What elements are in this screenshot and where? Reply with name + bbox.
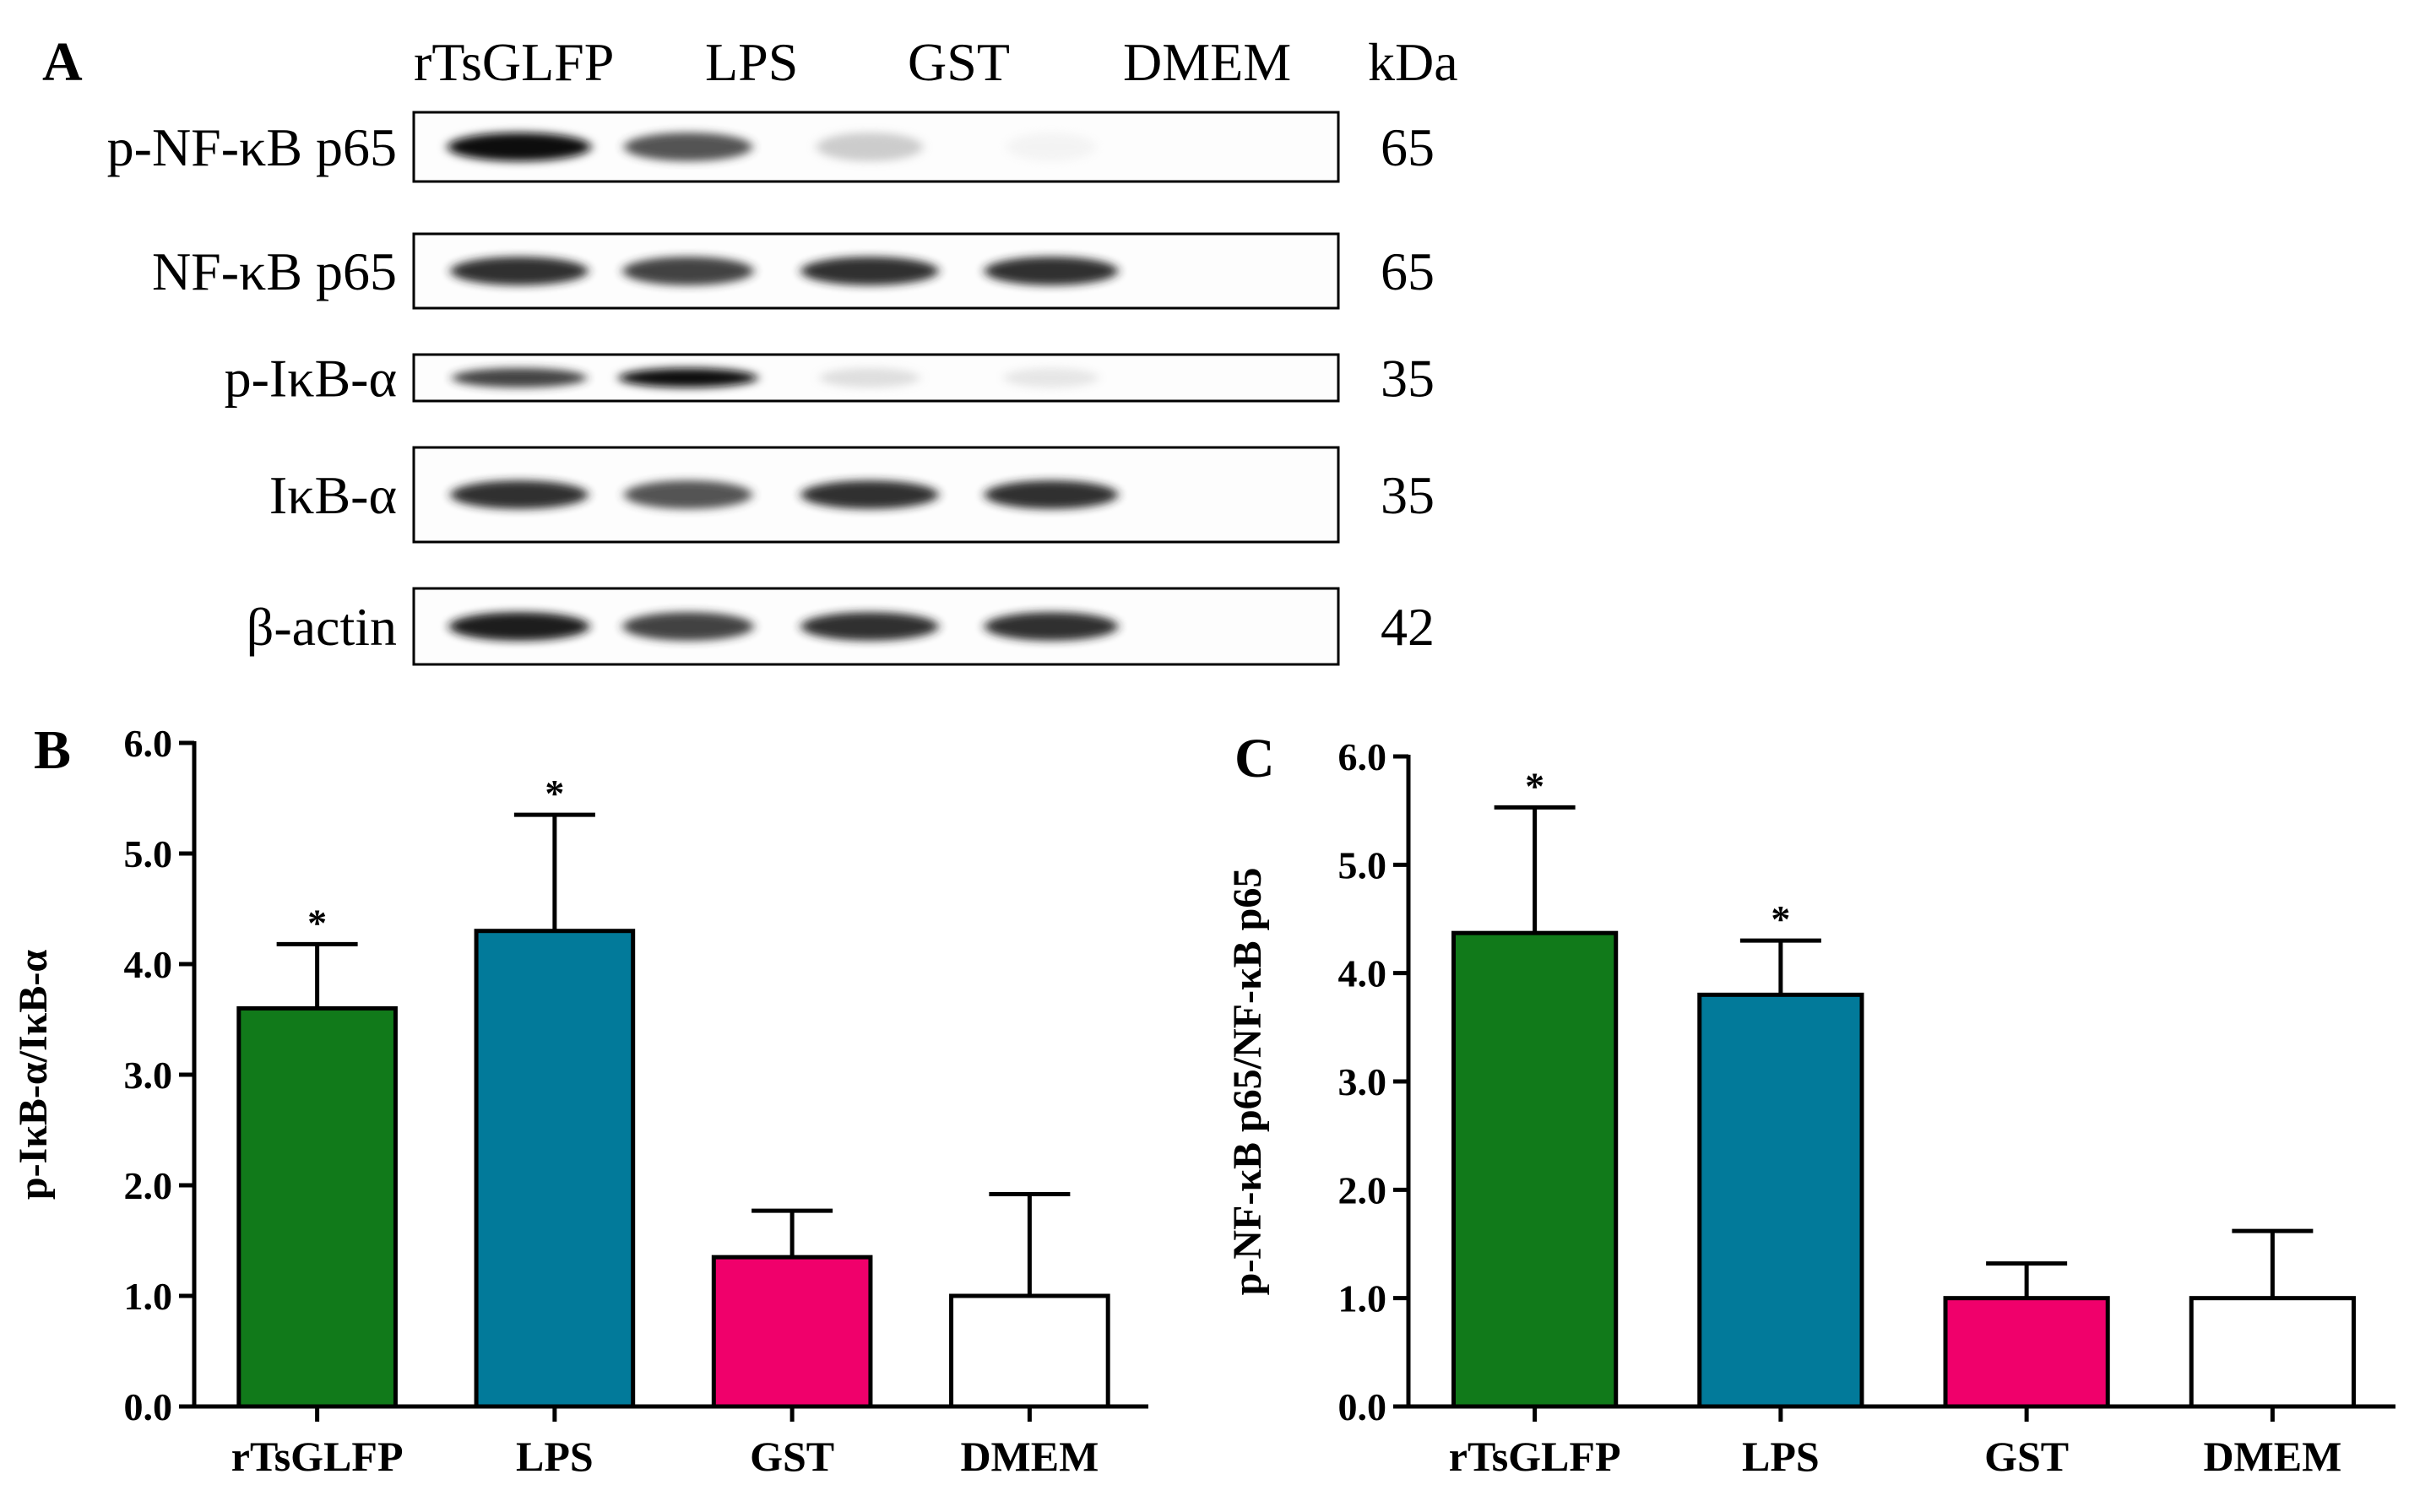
y-tick-label: 4.0 <box>124 943 173 986</box>
blot-label: IκB-α <box>269 465 397 525</box>
blot-label: p-IκB-α <box>225 349 397 409</box>
bar-group-lps: * LPS <box>474 772 636 1480</box>
y-tick-label: 5.0 <box>124 832 173 875</box>
chart-c-plot: 0.0 1.0 2.0 3.0 4.0 5.0 6.0 p-NF-κB p65/NF-κB p… <box>1225 735 2395 1480</box>
blot-band <box>817 133 923 161</box>
bar-gst <box>1943 1296 2110 1409</box>
blot-label: p-NF-κB p65 <box>107 117 397 177</box>
y-tick-label: 0.0 <box>124 1385 173 1428</box>
blot-band <box>819 367 920 388</box>
y-tick-label: 0.0 <box>1338 1385 1387 1428</box>
y-tick-label: 1.0 <box>1338 1277 1387 1320</box>
panel-b-chart: B 0.0 1.0 2.0 3.0 4.0 5.0 6.0 p-IκB-α/IκB-α * rTs… <box>11 719 1148 1480</box>
x-tick-label: rTsGLFP <box>1449 1433 1621 1480</box>
x-tick-label: GST <box>750 1433 834 1480</box>
y-tick-label: 2.0 <box>1338 1168 1387 1211</box>
blot-band <box>624 133 752 161</box>
y-tick-label: 6.0 <box>124 722 173 765</box>
blot-band <box>448 612 590 641</box>
blot-band <box>622 612 754 641</box>
blot-row-nf-b-p65: NF-κB p65 65 <box>152 232 1435 310</box>
significance-star: * <box>307 901 327 944</box>
blot-band <box>622 257 754 285</box>
x-tick-label: DMEM <box>960 1433 1099 1480</box>
bar-group-lps: * LPS <box>1697 897 1864 1480</box>
lane-label-dmem: DMEM <box>1123 32 1291 92</box>
x-tick-label: rTsGLFP <box>231 1433 404 1480</box>
y-tick-label: 4.0 <box>1338 952 1387 995</box>
y-tick-label: 5.0 <box>1338 843 1387 886</box>
bar-group-dmem: DMEM <box>2189 1228 2356 1480</box>
significance-star: * <box>545 772 564 815</box>
bar-rtsglfp <box>236 1005 398 1409</box>
blot-kda: 42 <box>1381 597 1435 657</box>
blot-label: β-actin <box>247 597 397 657</box>
blot-band <box>1006 133 1096 161</box>
x-tick-label: DMEM <box>2203 1433 2341 1480</box>
blot-rows: p-NF-κB p65 65 NF-κB p65 65 p-IκB-α 35 IκB-α 35… <box>107 111 1435 666</box>
panel-c-letter: C <box>1234 728 1275 789</box>
blot-band <box>448 133 591 161</box>
kda-header: kDa <box>1368 32 1458 92</box>
bar-group-dmem: DMEM <box>949 1191 1110 1480</box>
panel-a-letter: A <box>42 31 83 93</box>
blot-kda: 35 <box>1381 465 1435 525</box>
x-tick-label: LPS <box>516 1433 594 1480</box>
blot-band <box>624 480 752 509</box>
y-axis-title: p-IκB-α/IκB-α <box>11 950 56 1200</box>
bar-group-rtsglfp: * rTsGLFP <box>231 901 404 1480</box>
lane-label-rtsglfp: rTsGLFP <box>414 32 614 92</box>
bar-group-gst: GST <box>1943 1261 2110 1480</box>
blot-band <box>450 257 589 285</box>
blot-kda: 65 <box>1381 241 1435 301</box>
bar-dmem <box>949 1293 1110 1409</box>
bar-gst <box>711 1255 873 1409</box>
blot-row-actin: β-actin 42 <box>247 587 1435 666</box>
bar-rtsglfp <box>1451 930 1619 1409</box>
blot-row-p-nf-b-p65: p-NF-κB p65 65 <box>107 111 1435 183</box>
blot-band <box>618 367 758 388</box>
y-axis-title: p-NF-κB p65/NF-κB p65 <box>1225 868 1270 1296</box>
bar-lps <box>474 929 636 1409</box>
significance-star: * <box>1771 897 1790 940</box>
blot-row-p-i-b: p-IκB-α 35 <box>225 349 1435 409</box>
chart-b-plot: 0.0 1.0 2.0 3.0 4.0 5.0 6.0 p-IκB-α/IκB-α * rTsGL… <box>11 722 1148 1480</box>
blot-kda: 65 <box>1381 117 1435 177</box>
bar-group-gst: GST <box>711 1208 873 1480</box>
y-tick-label: 2.0 <box>124 1164 173 1207</box>
y-tick-label: 3.0 <box>1338 1060 1387 1103</box>
blot-band <box>800 612 939 641</box>
blot-band <box>984 257 1119 285</box>
blot-band <box>984 480 1119 509</box>
blot-band <box>984 612 1119 641</box>
blot-kda: 35 <box>1381 349 1435 409</box>
x-tick-label: LPS <box>1742 1433 1820 1480</box>
blot-label: NF-κB p65 <box>152 241 397 301</box>
y-tick-label: 1.0 <box>124 1275 173 1318</box>
panel-c-chart: C 0.0 1.0 2.0 3.0 4.0 5.0 6.0 p-NF-κB p65/NF-κB… <box>1225 728 2395 1480</box>
blot-band <box>450 480 589 509</box>
significance-star: * <box>1525 764 1544 807</box>
blot-band <box>800 480 939 509</box>
y-tick-label: 3.0 <box>124 1054 173 1097</box>
blot-band <box>800 257 939 285</box>
panel-a-western-blot: A rTsGLFP LPS GST DMEM kDa p-NF-κB p65 65… <box>42 31 1458 666</box>
bar-dmem <box>2189 1296 2356 1409</box>
x-tick-label: GST <box>1984 1433 2069 1480</box>
lane-label-lps: LPS <box>705 32 798 92</box>
blot-row-i-b: IκB-α 35 <box>269 446 1435 544</box>
bar-group-rtsglfp: * rTsGLFP <box>1449 764 1621 1480</box>
bar-lps <box>1697 992 1864 1409</box>
y-tick-label: 6.0 <box>1338 735 1387 778</box>
lane-label-gst: GST <box>908 32 1010 92</box>
blot-band <box>1003 367 1099 388</box>
panel-b-letter: B <box>34 719 71 781</box>
blot-band <box>452 367 587 388</box>
lane-labels: rTsGLFP LPS GST DMEM kDa <box>414 32 1458 92</box>
